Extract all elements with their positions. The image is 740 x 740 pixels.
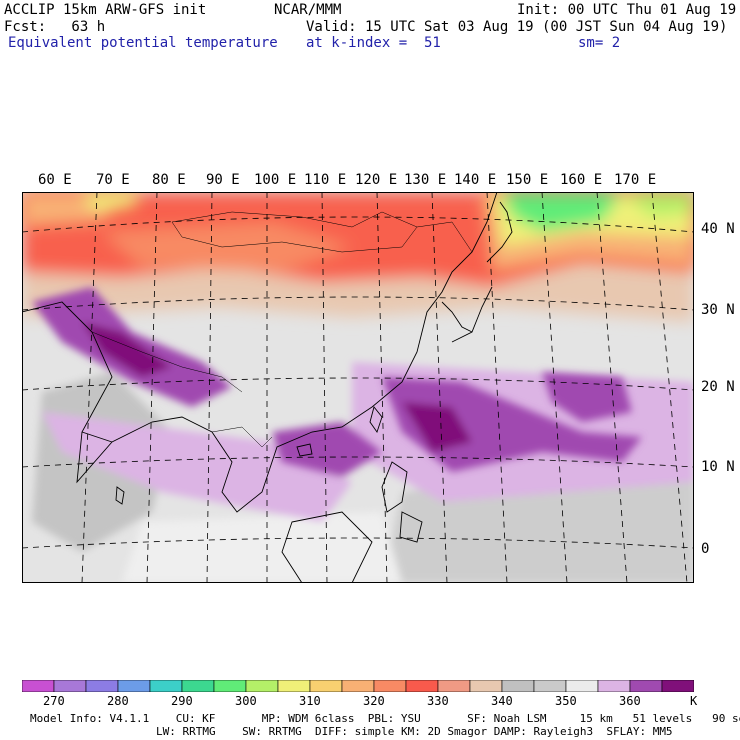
colorbar-swatch: [437, 680, 471, 692]
purple-field-south-china-sea: [272, 422, 382, 477]
parallel-10n: [22, 456, 694, 468]
longitude-label: 100 E: [254, 172, 297, 188]
coastline-asia: [22, 192, 498, 513]
longitude-label: 120 E: [355, 172, 398, 188]
latitude-label: 20 N: [701, 379, 735, 395]
green-field-northeast: [502, 192, 622, 232]
colorbar-swatch: [22, 680, 55, 692]
colorbar-swatch: [533, 680, 567, 692]
parallel-0: [22, 537, 694, 549]
parallel-30n: [22, 296, 694, 311]
longitude-label: 140 E: [454, 172, 497, 188]
latitude-label: 40 N: [701, 221, 735, 237]
coastlines: [22, 192, 513, 583]
equivalent-potential-temperature-map: [22, 192, 694, 583]
colorbar-tick-label: 290: [171, 694, 193, 708]
colorbar-tick-label: 300: [235, 694, 257, 708]
colorbar-swatch: [341, 680, 375, 692]
colorbar-unit: K: [690, 694, 698, 708]
borders: [91, 211, 473, 448]
model-info-line-1: Model Info: V4.1.1 CU: KF MP: WDM 6class…: [30, 712, 740, 725]
border-himalaya: [91, 331, 243, 393]
colorbar-tick-label: 270: [43, 694, 65, 708]
parallel-40n: [22, 216, 694, 233]
colorbar-swatch: [629, 680, 663, 692]
latitude-label: 10 N: [701, 459, 735, 475]
colorbar-tick-label: 350: [555, 694, 577, 708]
colorbar-swatch: [501, 680, 535, 692]
salmon-field-mongolia: [102, 222, 352, 272]
border-indochina: [211, 426, 273, 448]
coastline-japan: [486, 201, 513, 263]
lime-field-northeast: [622, 192, 694, 217]
smoothing-label: sm= 2: [578, 35, 621, 51]
colorbar-swatch: [117, 680, 151, 692]
coastline-sri-lanka: [115, 486, 125, 505]
init-time: Init: 00 UTC Thu 01 Aug 19: [517, 2, 737, 18]
moist-core: [32, 287, 642, 477]
coastline-taiwan: [369, 406, 383, 433]
coastline-kyushu: [451, 286, 493, 343]
light-field-south: [122, 512, 402, 583]
parallel-20n: [22, 377, 694, 391]
latitude-label: 0: [701, 541, 710, 557]
colorbar-tick-label: 280: [107, 694, 129, 708]
longitude-label: 160 E: [560, 172, 603, 188]
colorbar-swatch: [245, 680, 279, 692]
colorbar-swatch: [53, 680, 87, 692]
graticule: [22, 192, 694, 583]
coastline-korea: [441, 301, 473, 333]
coastline-hainan: [296, 443, 313, 457]
colorbar-swatch: [277, 680, 311, 692]
organization-label: NCAR/MMM: [274, 2, 342, 18]
forecast-hour: Fcst: 63 h: [4, 19, 106, 35]
colorbar: [22, 680, 694, 692]
colorbar-swatch: [469, 680, 503, 692]
longitude-label: 90 E: [206, 172, 240, 188]
longitude-label: 70 E: [96, 172, 130, 188]
colorbar-swatch: [565, 680, 599, 692]
longitude-label: 170 E: [614, 172, 657, 188]
colorbar-tick-label: 340: [491, 694, 513, 708]
colorbar-tick-label: 360: [619, 694, 641, 708]
latitude-label: 30 N: [701, 302, 735, 318]
model-info-line-2: LW: RRTMG SW: RRTMG DIFF: simple KM: 2D …: [156, 725, 673, 738]
coastline-mindanao: [399, 511, 423, 543]
coastline-india-east: [81, 431, 113, 443]
colorbar-tick-label: 310: [299, 694, 321, 708]
colorbar-swatch: [149, 680, 183, 692]
longitude-label: 80 E: [152, 172, 186, 188]
map-title: ACCLIP 15km ARW-GFS init: [4, 2, 207, 18]
colorbar-swatch: [181, 680, 215, 692]
longitude-label: 60 E: [38, 172, 72, 188]
dark-purple-core-philippine-sea: [402, 402, 472, 452]
dark-purple-core-tibet: [82, 322, 172, 377]
colorbar-swatch: [309, 680, 343, 692]
field-name: Equivalent potential temperature: [8, 35, 278, 51]
colorbar-swatch: [597, 680, 631, 692]
longitude-label: 150 E: [506, 172, 549, 188]
lavender-field-bengal: [42, 412, 352, 522]
coastline-luzon: [381, 461, 408, 513]
colorbar-swatch: [213, 680, 247, 692]
border-mongolia: [171, 211, 418, 253]
colorbar-tick-label: 330: [427, 694, 449, 708]
valid-time: Valid: 15 UTC Sat 03 Aug 19 (00 JST Sun …: [306, 19, 728, 35]
level-label: at k-index = 51: [306, 35, 441, 51]
longitude-label: 110 E: [304, 172, 347, 188]
colorbar-swatch: [373, 680, 407, 692]
colorbar-swatch: [661, 680, 694, 692]
longitude-label: 130 E: [404, 172, 447, 188]
colorbar-tick-label: 320: [363, 694, 385, 708]
map-frame: [22, 192, 694, 583]
border-russia-china: [416, 221, 473, 253]
colorbar-swatch: [405, 680, 439, 692]
coastline-borneo: [281, 511, 373, 583]
colorbar-swatch: [85, 680, 119, 692]
